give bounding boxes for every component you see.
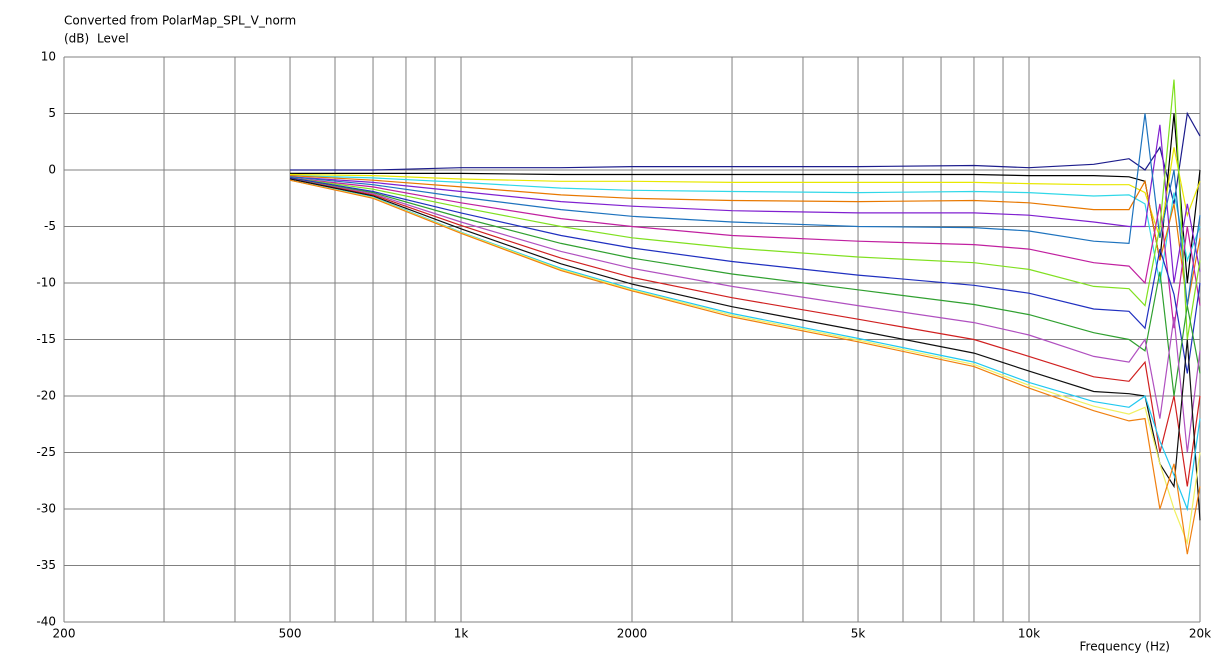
series-line (289, 79, 1201, 340)
y-tick-label: 0 (48, 163, 56, 177)
y-tick-label: -15 (36, 332, 56, 346)
chart-title: Converted from PolarMap_SPL_V_norm (64, 14, 296, 28)
series-line (289, 178, 1201, 487)
series-line (289, 178, 1201, 521)
y-unit: (dB) (64, 32, 89, 46)
y-tick-label: -25 (36, 445, 56, 459)
series-line (290, 111, 1201, 205)
series-line (289, 178, 1201, 397)
series-line (289, 177, 1201, 374)
series-line (289, 175, 1201, 306)
series-line (289, 113, 1201, 306)
y-tick-label: 5 (48, 106, 56, 120)
x-tick-label: 20k (1189, 627, 1211, 641)
y-label: Level (97, 32, 129, 46)
x-tick-label: 500 (279, 627, 302, 641)
series-line (289, 147, 1201, 238)
x-tick-label: 2000 (617, 627, 648, 641)
y-tick-label: -20 (36, 389, 56, 403)
series-line (290, 113, 1201, 284)
series-line (289, 178, 1201, 453)
x-tick-label: 10k (1018, 627, 1040, 641)
y-tick-label: -10 (36, 276, 56, 290)
y-tick-label: -30 (36, 502, 56, 516)
y-tick-label: 10 (41, 50, 56, 64)
series-line (289, 179, 1201, 512)
series-line (289, 177, 1201, 329)
x-tick-label: 5k (851, 627, 866, 641)
series-line (289, 179, 1201, 555)
series-line (289, 175, 1201, 284)
y-tick-label: -40 (36, 615, 56, 629)
x-label: Frequency (Hz) (1080, 640, 1171, 654)
x-tick-label: 200 (53, 627, 76, 641)
x-tick-label: 1k (454, 627, 469, 641)
y-tick-label: -5 (44, 219, 56, 233)
y-tick-label: -35 (36, 558, 56, 572)
